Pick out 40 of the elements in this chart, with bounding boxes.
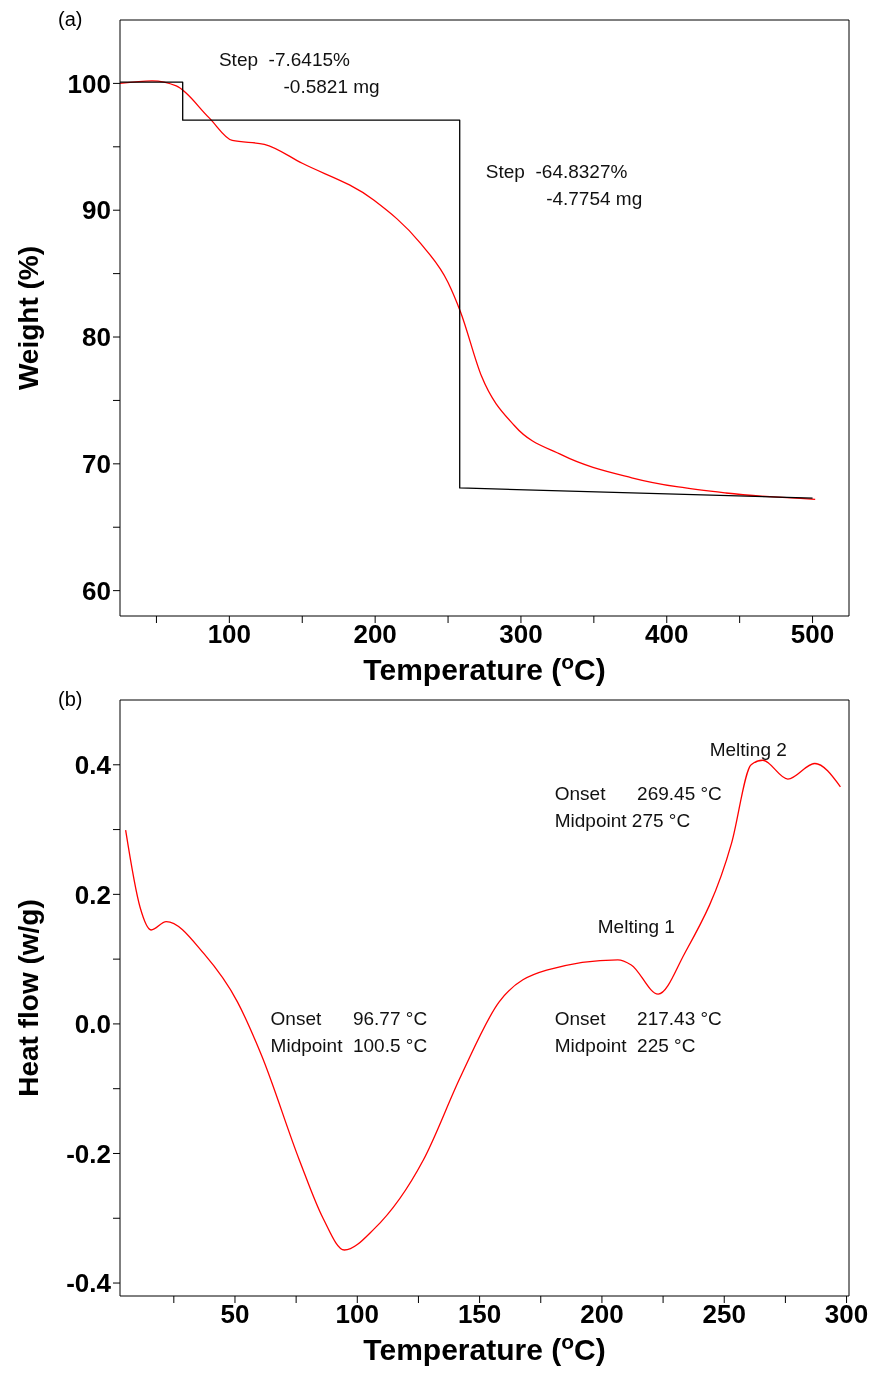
y-axis-title: Heat flow (w/g): [13, 899, 44, 1097]
x-tick-label: 400: [645, 619, 689, 650]
x-tick-label: 300: [824, 1299, 869, 1330]
line-series: [124, 759, 842, 1251]
x-tick-label: 200: [580, 1299, 624, 1330]
chart-title: (a): [58, 8, 83, 31]
y-tick-label: -0.2: [66, 1138, 111, 1169]
y-tick-label: 80: [82, 322, 111, 353]
y-tick-label: -0.4: [66, 1268, 112, 1299]
annotation: Step -7.6415%: [218, 48, 350, 71]
x-tick-label: 500: [790, 619, 835, 650]
annotation: Step -64.8327%: [485, 161, 628, 183]
annotation: Onset 96.77 °C: [270, 1007, 428, 1030]
annotation: Midpoint 275 °C: [554, 810, 691, 833]
y-tick-label: 100: [67, 68, 111, 99]
x-tick-label: 150: [457, 1299, 502, 1330]
y-tick-label: 60: [82, 575, 111, 606]
x-tick-label: 100: [335, 1299, 379, 1330]
y-tick-label: 0.0: [74, 1009, 111, 1040]
annotation: Melting 1: [597, 915, 675, 938]
x-tick-label: 250: [702, 1299, 746, 1330]
x-tick-label: 50: [220, 1299, 250, 1330]
x-axis-title: Temperature ($^{o}$C): [363, 1329, 606, 1366]
annotation: Onset 269.45 °C: [554, 783, 722, 806]
annotation: Onset 217.43 °C: [554, 1007, 722, 1030]
y-tick-label: 0.4: [74, 750, 112, 781]
annotation: Melting 2: [709, 739, 787, 761]
x-tick-label: 300: [499, 619, 543, 650]
annotation: Midpoint 225 °C: [554, 1034, 696, 1057]
y-axis-title: Weight (%): [13, 245, 44, 391]
annotation: Midpoint 100.5 °C: [270, 1034, 428, 1057]
x-axis-title: Temperature ($^{o}$C): [363, 649, 606, 686]
y-tick-label: 70: [82, 449, 111, 480]
x-tick-label: 100: [207, 619, 252, 650]
chart-title: (b): [58, 688, 83, 711]
y-tick-label: 0.2: [74, 879, 111, 910]
annotation: -0.5821 mg: [283, 76, 380, 98]
annotation: -4.7754 mg: [546, 188, 643, 211]
y-tick-label: 90: [82, 195, 111, 226]
x-tick-label: 200: [353, 619, 397, 650]
